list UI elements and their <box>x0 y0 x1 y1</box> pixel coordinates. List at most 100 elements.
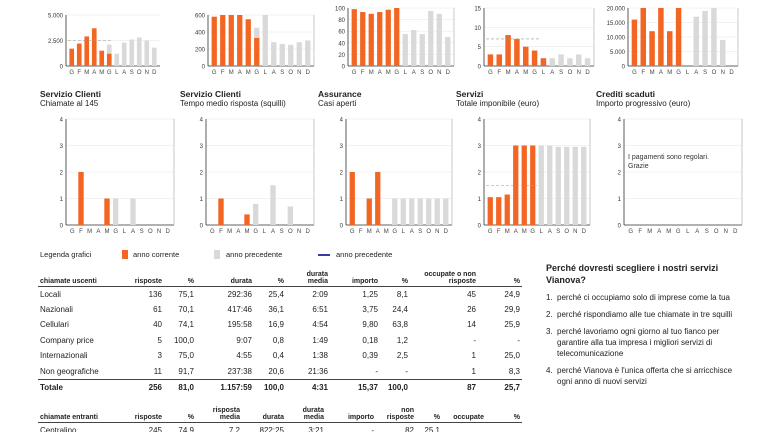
col-header: risposte <box>126 266 164 287</box>
bar-previous <box>702 10 708 66</box>
bar-current <box>218 198 224 225</box>
chart-subtitle: Importo progressivo (euro) <box>596 99 691 108</box>
bar-current <box>631 19 638 67</box>
bar-current <box>658 8 664 66</box>
bar-previous <box>549 58 555 66</box>
bar-current <box>244 214 250 225</box>
col-header: risposte <box>126 402 164 423</box>
legend-line-swatch <box>318 254 330 256</box>
chart-head-4: Servizi Totale imponibile (euro) <box>456 89 596 109</box>
why-list: 1. perché ci occupiamo solo di imprese co… <box>546 292 746 387</box>
y-tick-label: 2 <box>340 171 344 177</box>
legend-previous-label: anno precedente <box>226 250 283 259</box>
why-item: 3. perché lavoriamo ogni giorno al tuo fi… <box>546 326 746 359</box>
col-header: % <box>254 266 286 287</box>
y-tick-label: 2 <box>618 171 622 177</box>
chart-title: Servizi <box>456 89 484 99</box>
table-cell: 25,1 <box>424 425 440 432</box>
col-header: % <box>164 402 196 423</box>
bar-current <box>360 12 366 66</box>
x-tick-label: N <box>297 229 301 235</box>
y-tick-label: 4 <box>60 118 64 124</box>
legend-title: Legenda grafici <box>40 250 92 259</box>
table-cell: 25,9 <box>504 320 520 330</box>
x-tick-label: M <box>505 229 510 235</box>
x-tick-label: A <box>271 229 275 235</box>
x-tick-label: G <box>69 70 74 76</box>
x-tick-label: G <box>632 70 637 76</box>
table-cell: 3,75 <box>362 304 378 314</box>
y-tick-label: 20 <box>338 53 345 59</box>
y-tick-label: 40 <box>338 41 345 47</box>
bar-current <box>351 9 357 66</box>
table-cell: Company price <box>40 335 94 345</box>
bar-previous <box>538 145 544 225</box>
bar-previous <box>296 42 302 66</box>
x-tick-label: M <box>105 229 110 235</box>
bar-current <box>84 36 90 66</box>
bar-previous <box>584 58 591 66</box>
x-tick-label: A <box>515 70 519 76</box>
table-cell: 6:51 <box>312 304 328 314</box>
x-tick-label: N <box>721 70 725 76</box>
y-tick-label: 0 <box>478 224 482 230</box>
table-header: chiamate uscenti risposte % durata % dur… <box>38 266 522 287</box>
x-tick-label: N <box>145 70 149 76</box>
x-tick-label: M <box>245 229 250 235</box>
x-tick-label: O <box>288 70 293 76</box>
x-tick-label: L <box>542 70 546 76</box>
x-tick-label: M <box>369 70 374 76</box>
table-cell: 292:36 <box>227 289 252 299</box>
x-tick-label: G <box>676 70 681 76</box>
table-cell: 29,9 <box>504 304 520 314</box>
col-header: % <box>380 266 410 287</box>
x-tick-label: A <box>694 70 698 76</box>
table-cell: 0,4 <box>272 351 284 361</box>
x-tick-label: S <box>130 70 134 76</box>
bar-previous <box>428 10 434 66</box>
bar-current <box>521 145 527 225</box>
chart-head-3: Assurance Casi aperti <box>318 89 458 109</box>
bar-previous <box>121 42 127 66</box>
x-tick-label: D <box>585 70 590 76</box>
x-tick-label: G <box>210 229 215 235</box>
x-tick-label: F <box>219 229 223 235</box>
y-tick-label: 0 <box>60 224 64 230</box>
chart-head-5: Crediti scaduti Importo progressivo (eur… <box>596 89 746 109</box>
x-tick-label: L <box>123 229 127 235</box>
y-tick-label: 1 <box>478 197 482 203</box>
x-tick-label: N <box>435 229 439 235</box>
x-tick-label: M <box>667 70 672 76</box>
table-cell: - <box>517 335 520 345</box>
col-header: chiamate uscenti <box>38 266 126 287</box>
x-tick-label: S <box>559 70 563 76</box>
bar-previous <box>434 198 440 225</box>
table-cell: 36,1 <box>268 304 284 314</box>
bar-previous <box>271 42 277 66</box>
bar-previous <box>443 198 449 225</box>
bar-previous <box>411 30 417 66</box>
x-tick-label: F <box>221 70 225 76</box>
chart-head-1: Servizio Clienti Chiamate al 145 <box>40 89 180 109</box>
x-tick-label: L <box>540 229 544 235</box>
bar-previous <box>693 16 699 66</box>
y-tick-label: 600 <box>195 14 206 20</box>
y-tick-label: 200 <box>195 48 206 54</box>
x-tick-label: G <box>212 70 217 76</box>
bar-previous <box>262 15 268 66</box>
bar-previous <box>129 39 135 66</box>
table-cell: Locali <box>40 289 61 299</box>
x-tick-label: D <box>305 229 310 235</box>
legend-current-swatch <box>122 250 128 259</box>
table-cell: 5 <box>157 335 162 345</box>
table-cell: 822:25 <box>259 425 284 432</box>
x-tick-label: L <box>686 229 690 235</box>
table-total-row: Totale 256 81,0 1.157:59 100,0 4:31 15,37 100,0… <box>38 378 522 395</box>
x-tick-label: O <box>426 229 431 235</box>
table-cell: - <box>405 366 408 376</box>
table-row: Locali 136 75,1 292:36 25,4 2:09 1,25 8,1 45 24,9 <box>38 286 522 302</box>
